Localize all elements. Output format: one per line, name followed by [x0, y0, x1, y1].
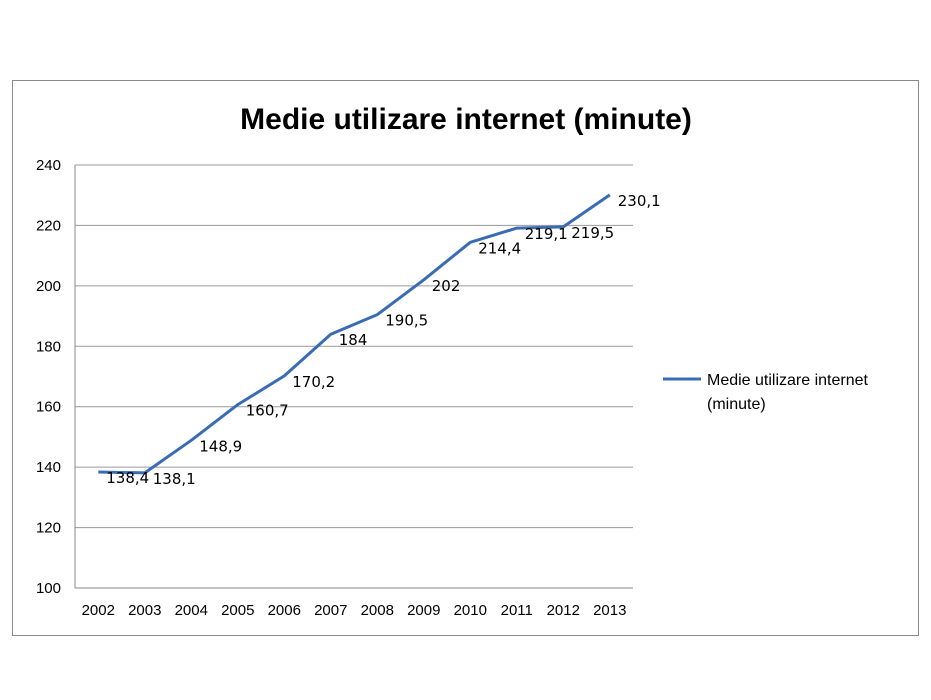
- series-line: [98, 193, 611, 475]
- data-label: 202: [432, 277, 461, 295]
- y-tick-label: 100: [36, 580, 61, 597]
- legend: Medie utilizare internet (minute): [663, 372, 869, 413]
- y-tick-label: 180: [36, 338, 61, 355]
- y-tick-label: 200: [36, 278, 61, 295]
- data-label: 214,4: [478, 239, 521, 257]
- x-tick-label: 2008: [361, 602, 394, 619]
- data-label: 170,2: [292, 373, 335, 391]
- y-tick-label: 240: [36, 157, 61, 174]
- y-tick-label: 220: [36, 217, 61, 234]
- x-tick-label: 2004: [175, 602, 208, 619]
- data-label: 148,9: [199, 437, 242, 455]
- y-tick-label: 120: [36, 520, 61, 537]
- x-axis-ticks: 2002 2003 2004 2005 2006 2007 2008 2009 2010 2011…: [82, 602, 627, 619]
- x-tick-label: 2005: [221, 602, 254, 619]
- x-tick-label: 2010: [454, 602, 487, 619]
- legend-label: (minute): [707, 396, 766, 413]
- chart-frame: Medie utilizare internet (minute) 100 120…: [12, 80, 919, 636]
- data-label: 138,1: [153, 470, 196, 488]
- y-tick-label: 140: [36, 459, 61, 476]
- x-tick-label: 2012: [547, 602, 580, 619]
- y-axis-ticks: 100 120 140 160 180 200 220 240: [36, 157, 61, 597]
- data-label: 184: [339, 331, 368, 349]
- x-tick-label: 2003: [128, 602, 161, 619]
- x-tick-label: 2002: [82, 602, 115, 619]
- data-label: 138,4: [106, 469, 149, 487]
- gridlines: [74, 164, 633, 589]
- x-tick-label: 2011: [501, 602, 533, 619]
- data-label: 219,5: [571, 224, 614, 242]
- chart-title: Medie utilizare internet (minute): [240, 103, 692, 136]
- x-tick-label: 2013: [593, 602, 626, 619]
- y-tick-label: 160: [36, 399, 61, 416]
- data-label: 160,7: [246, 402, 289, 420]
- x-tick-label: 2007: [314, 602, 347, 619]
- x-tick-label: 2009: [407, 602, 440, 619]
- data-label: 219,1: [525, 225, 568, 243]
- x-tick-label: 2006: [268, 602, 301, 619]
- data-label: 230,1: [618, 192, 661, 210]
- series-layer: [98, 193, 611, 475]
- line-chart: Medie utilizare internet (minute) 100 120…: [36, 103, 869, 619]
- data-label: 190,5: [385, 312, 428, 330]
- legend-label: Medie utilizare internet: [707, 372, 869, 389]
